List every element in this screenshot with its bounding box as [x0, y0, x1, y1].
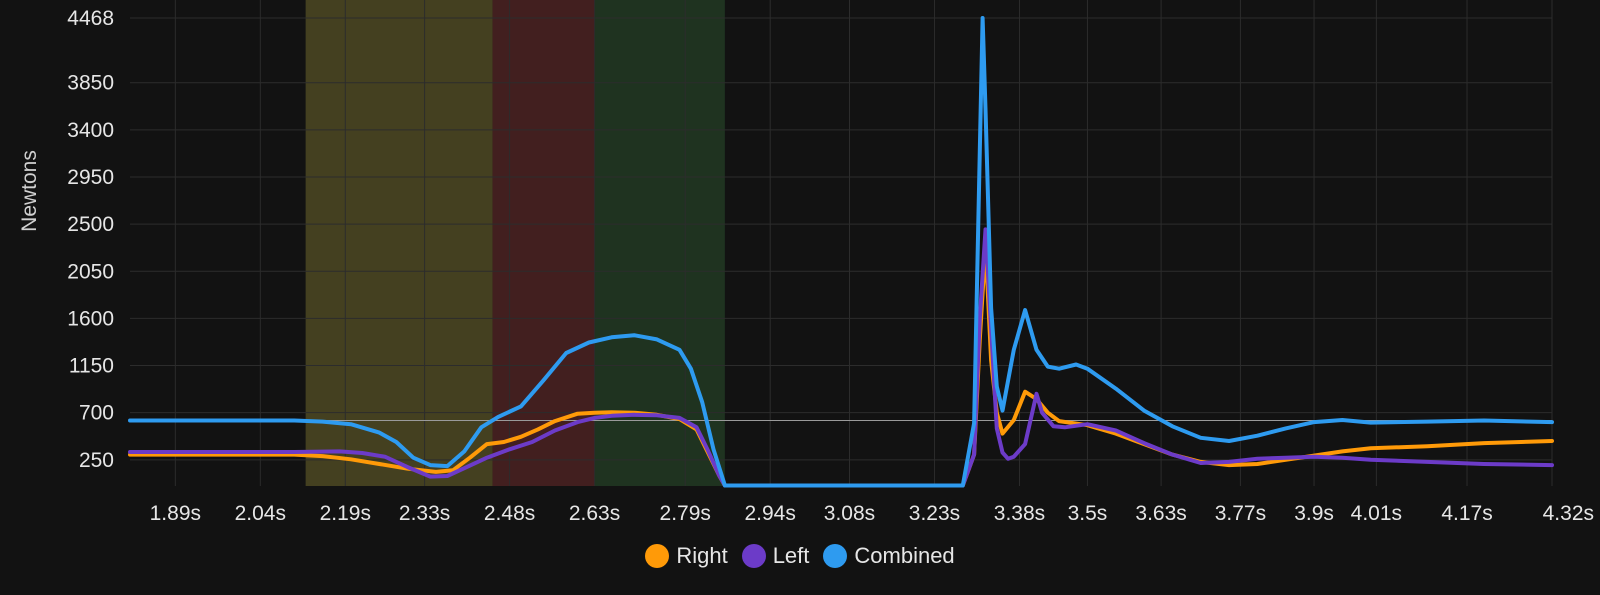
x-tick-label: 3.08s [824, 502, 875, 525]
x-tick-label: 3.63s [1135, 502, 1186, 525]
legend-item-left[interactable]: Left [741, 543, 810, 569]
legend-label: Combined [854, 543, 955, 568]
legend-swatch [741, 544, 766, 568]
series-lines [128, 16, 1554, 488]
grid [130, 0, 1553, 486]
x-tick-label: 4.01s [1351, 502, 1402, 525]
y-tick-label: 3400 [67, 119, 114, 142]
x-tick-label: 1.89s [150, 502, 201, 525]
legend-swatch [645, 544, 670, 568]
legend: Right Left Combined [0, 543, 1600, 569]
y-axis-title: Newtons [18, 150, 41, 232]
x-tick-label: 2.48s [484, 502, 535, 525]
y-tick-label: 2050 [67, 260, 114, 283]
y-tick-label: 2500 [67, 213, 114, 236]
legend-item-combined[interactable]: Combined [823, 543, 955, 569]
y-tick-label: 4468 [67, 7, 114, 30]
legend-item-right[interactable]: Right [645, 543, 728, 569]
y-tick-label: 250 [79, 449, 114, 472]
x-tick-label: 2.79s [660, 502, 711, 525]
y-tick-label: 2950 [67, 166, 114, 189]
x-tick-label: 2.63s [569, 502, 620, 525]
x-tick-label: 3.5s [1068, 502, 1108, 525]
y-tick-label: 1150 [69, 355, 114, 378]
legend-label: Left [772, 543, 810, 568]
x-tick-label: 3.9s [1294, 502, 1334, 525]
x-tick-label: 3.23s [909, 502, 960, 525]
x-tick-label: 4.17s [1441, 502, 1492, 525]
y-axis-ticks: 4468 3850 3400 2950 2500 2050 1600 1150 700 250 [67, 7, 114, 472]
x-tick-label: 3.38s [994, 502, 1045, 525]
y-tick-label: 1600 [67, 307, 114, 330]
y-tick-label: 3850 [67, 72, 114, 95]
phase-band-1 [305, 0, 493, 486]
x-tick-label: 4.32s [1543, 502, 1594, 525]
x-tick-label: 2.94s [744, 502, 795, 525]
line-chart: 4468 3850 3400 2950 2500 2050 1600 1150 700 250 1… [18, 0, 1594, 525]
x-axis-ticks: 1.89s 2.04s 2.19s 2.33s 2.48s 2.63s 2.79s 2.94s… [150, 502, 1594, 525]
y-tick-label: 700 [79, 402, 114, 425]
x-tick-label: 2.33s [399, 502, 450, 525]
legend-label: Right [676, 543, 728, 568]
legend-swatch [823, 544, 848, 568]
series-line-combined [128, 16, 1554, 488]
phase-bands [305, 0, 725, 486]
x-tick-label: 2.19s [320, 502, 371, 525]
x-tick-label: 2.04s [235, 502, 286, 525]
x-tick-label: 3.77s [1215, 502, 1266, 525]
